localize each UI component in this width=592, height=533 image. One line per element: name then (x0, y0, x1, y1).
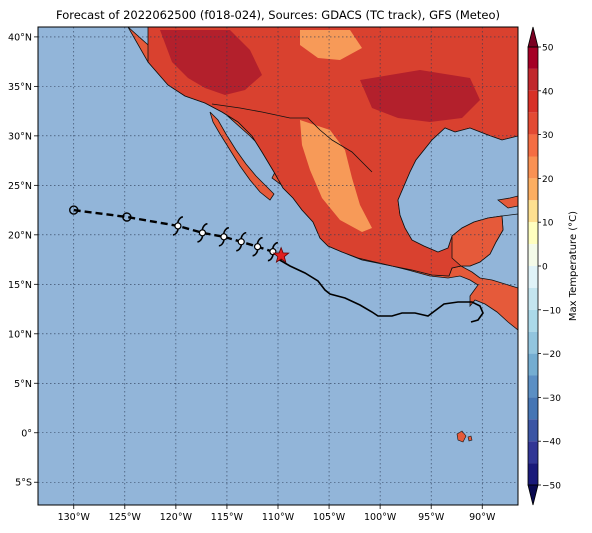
colorbar-band (528, 134, 538, 157)
x-tick-label: 110°W (262, 512, 295, 523)
hurricane-symbol (236, 231, 247, 252)
past-position-marker (69, 205, 79, 215)
colorbar-tick-label: 50 (542, 44, 554, 54)
current-position-star (272, 246, 290, 264)
colorbar-band (528, 68, 538, 91)
y-tick-label: 5°N (14, 379, 32, 390)
land-baja (209, 111, 275, 201)
colorbar-band (528, 419, 538, 442)
highland-region (300, 30, 362, 60)
y-tick-label: 5°S (15, 478, 32, 489)
y-tick-label: 0° (21, 428, 32, 439)
colorbar-band (528, 331, 538, 354)
colorbar-tick-label: −20 (542, 350, 561, 360)
colorbar-band (528, 112, 538, 135)
map-panel (38, 27, 518, 505)
colorbar-tick-label: 0 (542, 263, 548, 273)
land-cuba (497, 195, 518, 209)
colorbar-band (528, 266, 538, 288)
longitude-axis: 130°W 125°W 120°W 115°W 110°W 105°W 100°W 95°W 9… (58, 505, 496, 523)
colorbar-band (528, 309, 538, 332)
x-tick-label: 105°W (313, 512, 346, 523)
colorbar-band (528, 156, 538, 179)
colorbar-band (528, 244, 538, 266)
x-tick-label: 100°W (364, 512, 397, 523)
colorbar-under-arrow (527, 484, 539, 506)
colorbar-band (528, 200, 538, 223)
map-title: Forecast of 2022062500 (f018-024), Sourc… (56, 8, 500, 22)
latitude-axis: 40°N 35°N 30°N 25°N 20°N 15°N 10°N 5°N 0° 5°S (8, 32, 38, 489)
us-mexico-border (211, 103, 373, 173)
x-tick-label: 90°W (469, 512, 496, 523)
land-galapagos-2 (467, 435, 473, 442)
track-line (73, 208, 282, 257)
colorbar-tick-label: −50 (542, 482, 561, 492)
x-tick-label: 95°W (418, 512, 445, 523)
colorbar-tick-label: 30 (542, 131, 554, 141)
hot-region-texas (360, 70, 480, 122)
forecast-cone-boundary (277, 258, 484, 323)
hurricane-symbol (252, 236, 263, 257)
colorbar-band (528, 90, 538, 113)
land-yucatan (451, 215, 504, 267)
colorbar-tick-label: 10 (542, 219, 554, 229)
y-tick-label: 20°N (8, 230, 32, 241)
land-galapagos (456, 430, 467, 443)
colorbar-tick-label: 20 (542, 175, 554, 185)
colorbar-band (528, 375, 538, 398)
colorbar-band (528, 463, 538, 485)
hurricane-symbol (172, 216, 184, 236)
x-tick-label: 120°W (160, 512, 193, 523)
past-position-marker (122, 212, 132, 222)
colorbar-band (528, 397, 538, 420)
hurricane-symbol (197, 223, 208, 243)
colorbar-tick-label: 40 (542, 87, 554, 97)
colorbar-over-arrow (527, 26, 539, 48)
y-tick-label: 35°N (8, 82, 32, 93)
colorbar-band (528, 353, 538, 376)
hot-region (160, 30, 262, 95)
gulf-of-mexico (397, 127, 518, 253)
y-tick-label: 30°N (8, 131, 32, 142)
colorbar-tick-label: −10 (542, 306, 561, 316)
colorbar-band (528, 47, 538, 69)
highland-region-2 (300, 120, 372, 232)
x-tick-label: 130°W (58, 512, 91, 523)
colorbar: 50 40 30 20 10 0 −10 −20 −30 −40 −50 (527, 26, 561, 506)
storm-track (69, 205, 290, 264)
y-tick-label: 10°N (8, 329, 32, 340)
colorbar-band (528, 287, 538, 310)
colorbar-tick-label: −40 (542, 438, 561, 448)
colorbar-tick-label: −30 (542, 394, 561, 404)
colorbar-band (528, 178, 538, 201)
hurricane-symbol (218, 227, 230, 247)
x-tick-label: 125°W (109, 512, 142, 523)
gridlines (38, 27, 518, 505)
y-tick-label: 40°N (8, 32, 32, 43)
x-tick-label: 115°W (211, 512, 244, 523)
y-tick-label: 25°N (8, 181, 32, 192)
y-tick-label: 15°N (8, 280, 32, 291)
colorbar-band (528, 222, 538, 245)
colorbar-label: Max Temperature (°C) (568, 211, 579, 321)
colorbar-band (528, 441, 538, 464)
